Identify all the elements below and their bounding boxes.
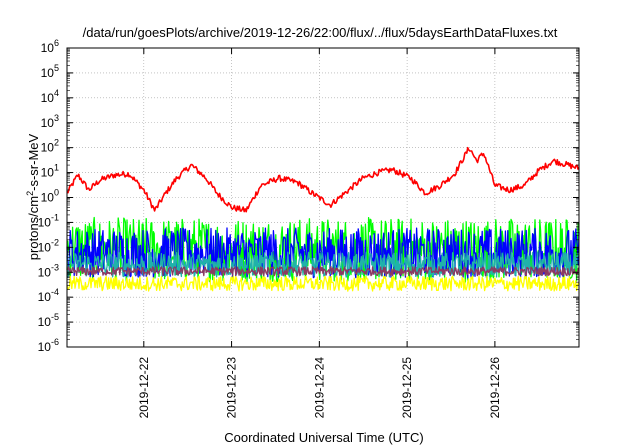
- y-tick-label: 106: [41, 38, 59, 55]
- x-tick-label: 2019-12-23: [225, 357, 239, 419]
- y-tick-label: 105: [41, 63, 59, 80]
- plot-area: [66, 146, 580, 292]
- y-tick-label: 10-3: [38, 262, 59, 279]
- series-line: [66, 251, 580, 278]
- y-tick-label: 10-5: [38, 312, 59, 329]
- series-line: [66, 275, 580, 292]
- x-axis: 2019-12-22 2019-12-23 2019-12-24 2019-12-25…: [137, 48, 502, 418]
- y-tick-label: 10-2: [38, 237, 59, 254]
- y-axis-title: protons/cm2-s-sr-MeV: [25, 133, 41, 260]
- y-axis: 10-6 10-5 10-4 10-3 10-2 10-1 100 101 102 103 104 1…: [38, 38, 579, 354]
- x-tick-label: 2019-12-26: [488, 357, 502, 419]
- y-tick-label: 10-4: [38, 287, 59, 304]
- y-tick-label: 10-6: [38, 337, 59, 354]
- y-tick-label: 100: [41, 188, 59, 205]
- grid: [67, 48, 579, 347]
- y-tick-label: 104: [41, 88, 59, 105]
- chart-title: /data/run/goesPlots/archive/2019-12-26/2…: [83, 25, 558, 40]
- y-tick-label: 103: [41, 113, 59, 130]
- x-tick-label: 2019-12-22: [137, 357, 151, 419]
- series-line: [66, 146, 580, 213]
- x-axis-title: Coordinated Universal Time (UTC): [224, 430, 423, 445]
- y-tick-label: 10-1: [38, 212, 59, 229]
- series-line: [66, 266, 580, 277]
- y-tick-label: 101: [41, 163, 59, 180]
- x-tick-label: 2019-12-25: [400, 357, 414, 419]
- y-tick-label: 102: [41, 138, 59, 155]
- x-tick-label: 2019-12-24: [312, 357, 326, 419]
